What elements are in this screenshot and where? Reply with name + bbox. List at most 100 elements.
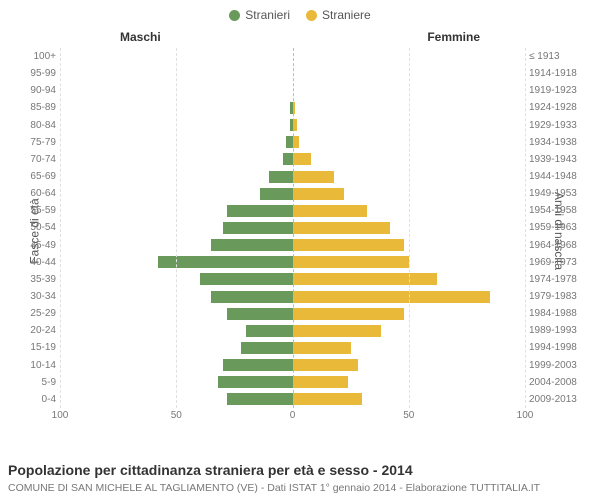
bar-female xyxy=(293,153,312,165)
bar-female xyxy=(293,119,298,131)
bar-male xyxy=(283,153,292,165)
chart-area: Maschi Femmine Fasce di età Anni di nasc… xyxy=(0,26,600,436)
x-tick: 50 xyxy=(171,410,182,421)
birth-year-label: 1929-1933 xyxy=(529,120,589,131)
bar-female xyxy=(293,102,295,114)
bar-row: 100+≤ 1913 xyxy=(60,48,525,65)
bar-row: 85-891924-1928 xyxy=(60,99,525,116)
bar-female xyxy=(293,222,391,234)
bar-female xyxy=(293,376,349,388)
bar-row: 35-391974-1978 xyxy=(60,271,525,288)
x-tick: 0 xyxy=(290,410,296,421)
bar-male xyxy=(218,376,292,388)
bar-row: 5-92004-2008 xyxy=(60,374,525,391)
age-label: 90-94 xyxy=(18,85,56,96)
age-label: 20-24 xyxy=(18,325,56,336)
bar-row: 55-591954-1958 xyxy=(60,202,525,219)
birth-year-label: 1994-1998 xyxy=(529,342,589,353)
bar-male xyxy=(223,359,293,371)
bar-row: 65-691944-1948 xyxy=(60,168,525,185)
birth-year-label: 1989-1993 xyxy=(529,325,589,336)
birth-year-label: 1924-1928 xyxy=(529,102,589,113)
age-label: 100+ xyxy=(18,51,56,62)
birth-year-label: 1984-1988 xyxy=(529,308,589,319)
column-header-male: Maschi xyxy=(120,30,161,44)
gridline xyxy=(409,48,410,408)
age-label: 10-14 xyxy=(18,360,56,371)
age-label: 5-9 xyxy=(18,377,56,388)
age-label: 45-49 xyxy=(18,240,56,251)
age-label: 25-29 xyxy=(18,308,56,319)
age-label: 70-74 xyxy=(18,154,56,165)
birth-year-label: 1939-1943 xyxy=(529,154,589,165)
chart-title: Popolazione per cittadinanza straniera p… xyxy=(8,462,413,478)
bar-female xyxy=(293,171,335,183)
age-label: 55-59 xyxy=(18,205,56,216)
bar-row: 80-841929-1933 xyxy=(60,117,525,134)
bar-row: 75-791934-1938 xyxy=(60,134,525,151)
bar-row: 50-541959-1963 xyxy=(60,219,525,236)
age-label: 85-89 xyxy=(18,102,56,113)
age-label: 80-84 xyxy=(18,120,56,131)
age-label: 0-4 xyxy=(18,394,56,405)
birth-year-label: 1944-1948 xyxy=(529,171,589,182)
age-label: 95-99 xyxy=(18,68,56,79)
birth-year-label: 1959-1963 xyxy=(529,222,589,233)
age-label: 75-79 xyxy=(18,137,56,148)
bar-row: 45-491964-1968 xyxy=(60,237,525,254)
bar-row: 90-941919-1923 xyxy=(60,82,525,99)
bar-female xyxy=(293,308,405,320)
legend-swatch-male xyxy=(229,10,240,21)
bar-male xyxy=(200,273,293,285)
bar-female xyxy=(293,136,300,148)
bar-row: 25-291984-1988 xyxy=(60,305,525,322)
birth-year-label: 1964-1968 xyxy=(529,240,589,251)
bar-row: 15-191994-1998 xyxy=(60,339,525,356)
bar-female xyxy=(293,291,491,303)
bar-female xyxy=(293,205,367,217)
bar-male xyxy=(223,222,293,234)
birth-year-label: 1954-1958 xyxy=(529,205,589,216)
age-label: 40-44 xyxy=(18,257,56,268)
bar-male xyxy=(260,188,293,200)
age-label: 15-19 xyxy=(18,342,56,353)
bar-row: 40-441969-1973 xyxy=(60,254,525,271)
bar-rows: 100+≤ 191395-991914-191890-941919-192385… xyxy=(60,48,525,408)
age-label: 60-64 xyxy=(18,188,56,199)
bar-male xyxy=(269,171,292,183)
age-label: 50-54 xyxy=(18,222,56,233)
age-label: 65-69 xyxy=(18,171,56,182)
gridline xyxy=(525,48,526,408)
bar-male xyxy=(286,136,293,148)
legend-swatch-female xyxy=(306,10,317,21)
bar-row: 60-641949-1953 xyxy=(60,185,525,202)
birth-year-label: 2009-2013 xyxy=(529,394,589,405)
bar-female xyxy=(293,359,358,371)
bar-row: 10-141999-2003 xyxy=(60,357,525,374)
bar-row: 20-241989-1993 xyxy=(60,322,525,339)
x-tick: 100 xyxy=(52,410,69,421)
bar-row: 0-42009-2013 xyxy=(60,391,525,408)
legend: Stranieri Straniere xyxy=(0,0,600,26)
legend-label-female: Straniere xyxy=(322,8,371,22)
birth-year-label: 1974-1978 xyxy=(529,274,589,285)
gridline xyxy=(60,48,61,408)
bar-female xyxy=(293,239,405,251)
bar-male xyxy=(211,291,292,303)
age-label: 30-34 xyxy=(18,291,56,302)
plot-area: 100+≤ 191395-991914-191890-941919-192385… xyxy=(60,48,525,408)
birth-year-label: 1914-1918 xyxy=(529,68,589,79)
column-header-female: Femmine xyxy=(427,30,480,44)
age-label: 35-39 xyxy=(18,274,56,285)
birth-year-label: 1934-1938 xyxy=(529,137,589,148)
bar-male xyxy=(211,239,292,251)
bar-female xyxy=(293,188,344,200)
bar-male xyxy=(241,342,292,354)
bar-female xyxy=(293,256,409,268)
bar-female xyxy=(293,393,363,405)
bar-male xyxy=(227,393,292,405)
x-axis: 10050050100 xyxy=(60,410,525,428)
legend-label-male: Stranieri xyxy=(245,8,290,22)
bar-row: 95-991914-1918 xyxy=(60,65,525,82)
birth-year-label: 1969-1973 xyxy=(529,257,589,268)
